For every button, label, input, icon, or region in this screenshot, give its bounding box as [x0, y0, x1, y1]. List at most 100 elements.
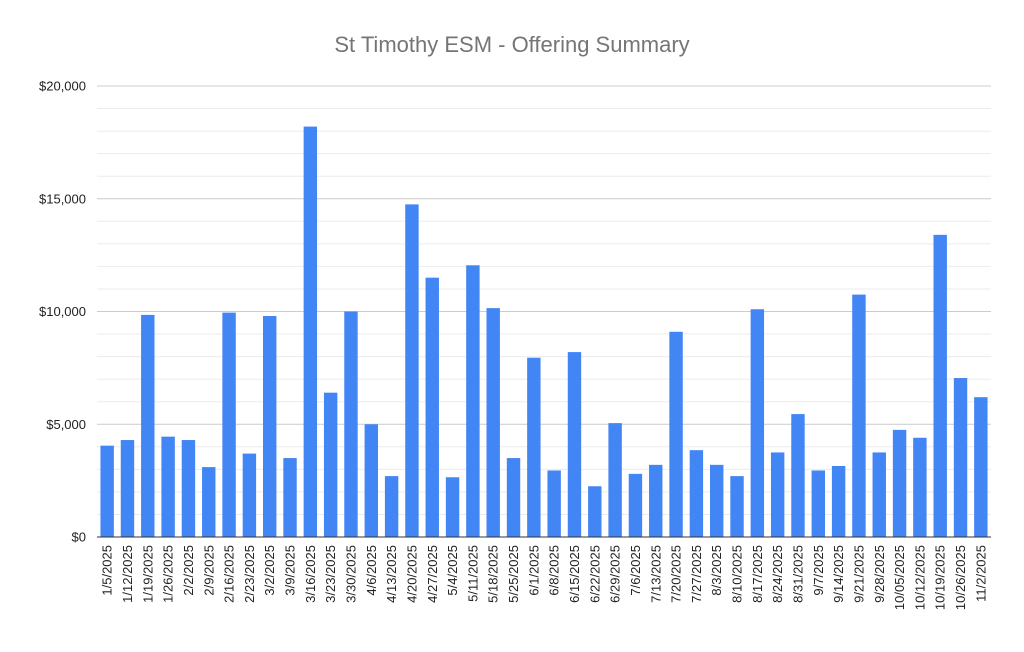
x-tick-label: 7/6/2025 — [628, 545, 643, 596]
x-tick-label: 7/27/2025 — [689, 545, 704, 603]
bar — [141, 314, 155, 537]
x-tick-label: 3/23/2025 — [323, 545, 338, 603]
x-tick-label: 10/05/2025 — [892, 545, 907, 610]
x-tick-label: 5/4/2025 — [445, 545, 460, 596]
bar — [892, 429, 907, 537]
bar — [974, 397, 988, 537]
x-tick-label: 2/23/2025 — [242, 545, 257, 603]
bar — [202, 467, 216, 537]
x-tick-label: 10/19/2025 — [933, 545, 948, 610]
bar — [953, 378, 968, 537]
x-tick-label: 8/3/2025 — [709, 545, 724, 596]
x-tick-label: 6/15/2025 — [567, 545, 582, 603]
bar — [730, 476, 744, 537]
bar — [466, 265, 480, 537]
bar — [384, 476, 399, 537]
bar — [527, 357, 541, 537]
y-tick-label: $20,000 — [39, 79, 86, 94]
x-tick-label: 3/9/2025 — [283, 545, 298, 596]
x-tick-label: 5/18/2025 — [486, 545, 501, 603]
bar — [222, 312, 236, 537]
bar — [628, 473, 643, 537]
x-tick-label: 8/24/2025 — [770, 545, 785, 603]
x-tick-label: 3/30/2025 — [343, 545, 358, 603]
x-tick-label: 8/10/2025 — [730, 545, 745, 603]
y-tick-label: $10,000 — [39, 304, 86, 319]
x-tick-label: 9/14/2025 — [831, 545, 846, 603]
bar — [445, 477, 460, 537]
bar — [872, 452, 886, 537]
bar — [425, 277, 439, 537]
y-tick-label: $15,000 — [39, 191, 86, 206]
x-tick-label: 4/13/2025 — [384, 545, 399, 603]
bar — [506, 458, 521, 537]
x-tick-label: 9/21/2025 — [851, 545, 866, 603]
x-tick-label: 2/2/2025 — [181, 545, 196, 596]
x-tick-label: 4/20/2025 — [404, 545, 419, 603]
chart-title: St Timothy ESM - Offering Summary — [334, 32, 689, 57]
x-tick-label: 10/12/2025 — [912, 545, 927, 610]
x-tick-label: 6/8/2025 — [547, 545, 562, 596]
x-tick-label: 3/2/2025 — [262, 545, 277, 596]
bar — [303, 126, 318, 537]
bar — [811, 470, 826, 537]
x-tick-label: 10/26/2025 — [953, 545, 968, 610]
x-tick-label: 5/25/2025 — [506, 545, 521, 603]
x-tick-label: 9/7/2025 — [811, 545, 826, 596]
bar — [791, 414, 805, 537]
bars — [100, 126, 988, 537]
x-tick-label: 7/13/2025 — [648, 545, 663, 603]
x-tick-label: 11/2/2025 — [973, 545, 988, 602]
x-tick-label: 8/31/2025 — [790, 545, 805, 603]
x-tick-label: 3/16/2025 — [303, 545, 318, 603]
bar — [588, 486, 602, 537]
x-tick-label: 1/12/2025 — [120, 545, 135, 603]
gridlines — [97, 85, 991, 515]
bar — [750, 309, 765, 537]
bar — [242, 453, 257, 537]
bar — [649, 464, 663, 537]
bar — [405, 204, 419, 537]
bar — [181, 440, 196, 537]
bar — [547, 470, 561, 537]
bar — [262, 316, 277, 537]
bar — [689, 450, 704, 537]
x-tick-label: 4/27/2025 — [425, 545, 440, 603]
bar — [831, 465, 846, 537]
bar — [161, 436, 175, 537]
x-tick-label: 8/17/2025 — [750, 545, 765, 603]
x-axis-ticks: 1/5/2025 1/12/2025 1/19/2025 1/26/2025 2/2/2… — [100, 545, 989, 610]
bar — [770, 452, 785, 537]
y-axis-ticks: $0 $5,000 $10,000 $15,000 $20,000 — [39, 79, 86, 545]
bar — [852, 294, 866, 537]
y-tick-label: $0 — [72, 530, 86, 545]
bar — [933, 234, 947, 537]
x-tick-label: 6/22/2025 — [587, 545, 602, 603]
bar — [283, 458, 297, 537]
x-tick-label: 7/20/2025 — [669, 545, 684, 603]
x-tick-label: 6/29/2025 — [608, 545, 623, 603]
bar — [486, 308, 500, 537]
bar — [567, 352, 582, 537]
y-tick-label: $5,000 — [46, 417, 86, 432]
bar — [120, 440, 135, 537]
x-tick-label: 4/6/2025 — [364, 545, 379, 596]
x-tick-label: 6/1/2025 — [526, 545, 541, 596]
bar — [608, 423, 622, 537]
bar — [709, 464, 724, 537]
bar — [364, 424, 379, 537]
x-tick-label: 5/11/2025 — [465, 545, 480, 602]
bar — [913, 437, 927, 537]
bar — [344, 311, 358, 537]
x-tick-label: 9/28/2025 — [872, 545, 887, 603]
bar — [100, 445, 114, 537]
x-tick-label: 2/9/2025 — [201, 545, 216, 596]
x-tick-label: 1/5/2025 — [100, 545, 115, 596]
bar — [669, 331, 683, 537]
x-tick-label: 1/26/2025 — [161, 545, 176, 603]
x-tick-label: 1/19/2025 — [140, 545, 155, 603]
x-tick-label: 2/16/2025 — [222, 545, 237, 603]
bar — [323, 392, 338, 537]
